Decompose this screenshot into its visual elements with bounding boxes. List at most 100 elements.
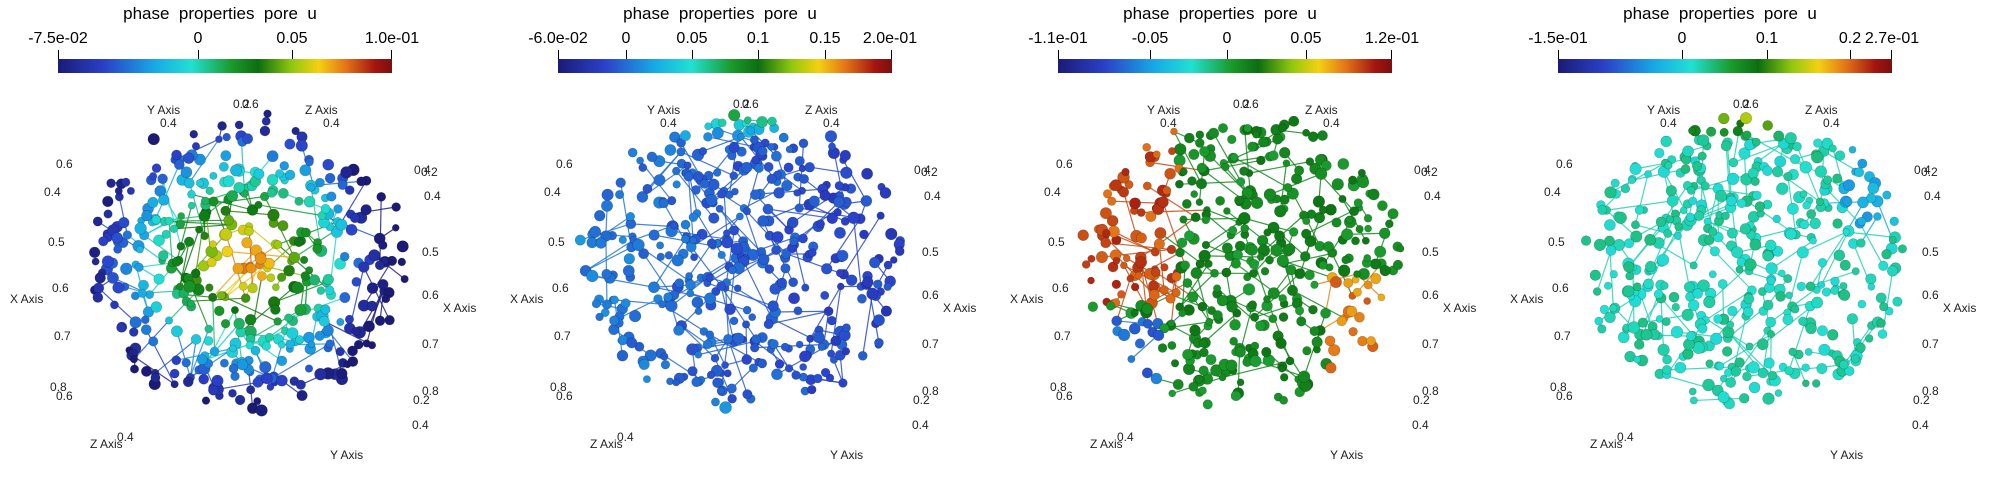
axis-label: X Axis: [1443, 301, 1477, 315]
axis-label: 0.6: [1422, 288, 1439, 302]
colorbar-gradient: [558, 59, 892, 73]
axis-label: Y Axis: [1647, 103, 1681, 117]
colorbar-title: phase properties pore u: [623, 4, 817, 23]
colorbar-ticks: -1.1e-01 -0.05 0 0.05 1.2e-01: [1000, 30, 1500, 50]
axis-label: 0.6: [52, 281, 69, 295]
colorbar-tickmark: [1891, 50, 1892, 59]
pore-nodes: [1077, 115, 1405, 410]
colorbar-tickmark: [758, 50, 759, 59]
axis-label: 0.2: [413, 393, 430, 407]
pore-network-panel: phase properties pore u -7.5e-02 0 0.05 …: [0, 0, 500, 500]
axis-label: Z Axis: [1090, 437, 1123, 451]
axis-label: 0.4: [544, 185, 561, 199]
axis-label: 0.6: [56, 389, 73, 403]
axis-label: Y Axis: [830, 448, 864, 462]
axis-label: 0.6: [1242, 97, 1259, 111]
pore-network-render: [574, 109, 906, 414]
axis-label: 0.4: [1412, 418, 1429, 432]
axis-label: Z Axis: [590, 437, 623, 451]
axis-label: 0.6: [556, 389, 573, 403]
axis-label: 0.6: [552, 281, 569, 295]
axis-label: Y Axis: [147, 103, 181, 117]
axis-label: Z Axis: [90, 437, 123, 451]
colorbar-tickmark: [1391, 50, 1392, 59]
axis-label: 0.2: [233, 97, 250, 111]
colorbar-tick: -6.0e-02: [528, 30, 588, 47]
axis-label: 0.6: [556, 157, 573, 171]
axis-label: 0.4: [912, 418, 929, 432]
axis-label: 0.4: [117, 430, 134, 444]
colorbar-tickmark: [626, 50, 627, 59]
axis-label: 0.8: [550, 380, 567, 394]
axis-label: 0.8: [1550, 380, 1567, 394]
axis-label: 0.7: [922, 337, 939, 351]
axis-label: 0.4: [914, 163, 931, 177]
colorbar-tick: 0.05: [276, 30, 308, 47]
axis-label: 0.4: [160, 116, 177, 130]
axis-label: 0.4: [1117, 430, 1134, 444]
pore-network-panel: phase properties pore u -6.0e-02 0 0.05 …: [500, 0, 1000, 500]
pore-network-panel: phase properties pore u -1.1e-01 -0.05 0…: [1000, 0, 1500, 500]
colorbar-tickmark: [1227, 50, 1228, 59]
axis-label: 0.4: [1914, 163, 1931, 177]
axis-label: 0.5: [1922, 245, 1939, 259]
axis-label: X Axis: [1010, 292, 1044, 306]
axis-label: 0.6: [422, 288, 439, 302]
pore-nodes: [88, 109, 409, 417]
axis-label: 0.2: [733, 97, 750, 111]
axis-label: 0.8: [1050, 380, 1067, 394]
axis-label: 0.4: [414, 163, 431, 177]
colorbar-tickmark: [1150, 50, 1151, 59]
colorbar-tick: 0: [621, 30, 631, 47]
colorbar-ticks: -1.5e-01 0 0.1 0.2 2.7e-01: [1500, 30, 2000, 50]
colorbar-tick: 0.15: [809, 30, 841, 47]
axis-label: 0.7: [1054, 329, 1071, 343]
axis-label: 0.5: [1048, 235, 1065, 249]
colorbar-tickmark: [692, 50, 693, 59]
colorbar-title: phase properties pore u: [1623, 4, 1817, 23]
axis-label: 0.7: [554, 329, 571, 343]
axis-label: 0.4: [44, 185, 61, 199]
axis-label: X Axis: [1943, 301, 1977, 315]
colorbar-tick: 0.2: [1838, 30, 1862, 47]
axis-label: 0.4: [1912, 418, 1929, 432]
axis-label: 0.4: [660, 116, 677, 130]
colorbar-tickmark: [1306, 50, 1307, 59]
colorbar-tick: 0.05: [1290, 30, 1322, 47]
colorbar-tick: 1.2e-01: [1364, 30, 1420, 47]
axis-label: 0.5: [922, 245, 939, 259]
colorbar-tickmark: [198, 50, 199, 59]
axis-label: Z Axis: [1590, 437, 1623, 451]
axis-label: 0.5: [1548, 235, 1565, 249]
colorbar-title: phase properties pore u: [123, 4, 317, 23]
colorbar-tickmark: [292, 50, 293, 59]
axis-label: 0.2: [921, 165, 938, 179]
colorbar-tick: -1.1e-01: [1028, 30, 1088, 47]
axis-label: 0.6: [1552, 281, 1569, 295]
colorbar-tickmark: [891, 50, 892, 59]
axis-label: 0.4: [412, 418, 429, 432]
pore-network-render: [1580, 112, 1907, 410]
colorbar-tick: 0: [1222, 30, 1232, 47]
axis-label: 0.7: [1422, 337, 1439, 351]
axis-label: 0.5: [48, 235, 65, 249]
colorbar-tick: 0: [1677, 30, 1687, 47]
colorbar-tickmark: [825, 50, 826, 59]
axis-label: 0.8: [1922, 384, 1939, 398]
axis-label: 0.7: [422, 337, 439, 351]
colorbar-tickmark: [558, 50, 559, 59]
axis-label: 0.6: [1556, 157, 1573, 171]
axis-label: 0.6: [1742, 97, 1759, 111]
axis-label: 0.6: [922, 288, 939, 302]
colorbar-ticks: -7.5e-02 0 0.05 1.0e-01: [0, 30, 500, 50]
axis-label: 0.4: [1044, 185, 1061, 199]
axis-label: Y Axis: [330, 448, 364, 462]
colorbar-gradient: [1058, 59, 1392, 73]
axis-label: X Axis: [510, 292, 544, 306]
colorbar-tickmark: [1767, 50, 1768, 59]
axis-label: 0.8: [922, 384, 939, 398]
axis-label: 0.4: [424, 189, 441, 203]
axis-label: Z Axis: [1805, 103, 1838, 117]
axis-label: 0.6: [1056, 389, 1073, 403]
colorbar-tickmark: [1682, 50, 1683, 59]
